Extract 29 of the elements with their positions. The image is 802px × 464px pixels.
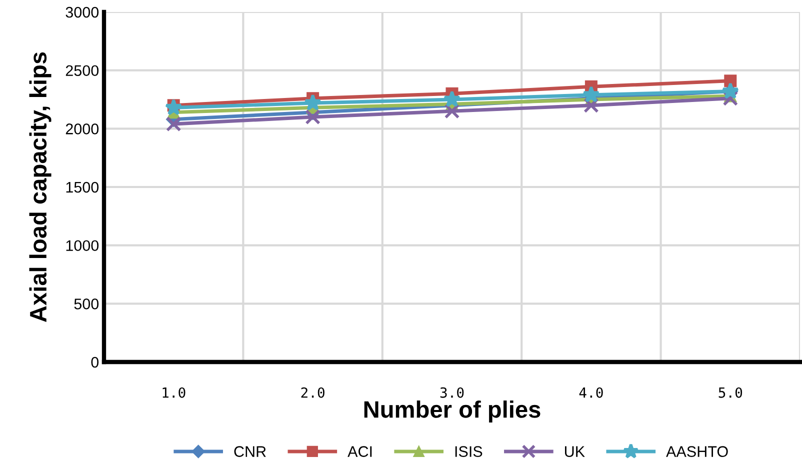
point xyxy=(164,98,182,116)
point xyxy=(305,109,320,125)
x-tick-label: 3.0 xyxy=(440,387,464,398)
y-tick-label: 0 xyxy=(91,356,99,368)
point xyxy=(304,94,322,111)
point xyxy=(166,116,182,132)
legend-label: AASHTO xyxy=(666,446,728,457)
x-tick-label: 4.0 xyxy=(579,387,603,398)
legend-label: ISIS xyxy=(455,446,482,457)
x-tick-label: 2.0 xyxy=(301,387,324,398)
y-tick-label: 3000 xyxy=(66,6,99,18)
y-tick-label: 2000 xyxy=(66,124,99,134)
point xyxy=(582,86,600,102)
x-tick-label: 5.0 xyxy=(718,387,742,398)
point xyxy=(443,90,461,108)
point xyxy=(584,98,599,113)
y-tick-label: 2500 xyxy=(66,65,99,76)
point xyxy=(444,104,460,119)
legend-label: CNR xyxy=(234,446,266,457)
y-axis-title: Axial load capacity, kips xyxy=(29,52,52,322)
point xyxy=(722,90,738,106)
x-axis-title: Number of plies xyxy=(364,400,540,423)
legend-label: UK xyxy=(565,446,585,457)
legend-label: ACI xyxy=(348,446,372,457)
y-tick-label: 1500 xyxy=(66,182,99,193)
x-tick-label: 1.0 xyxy=(162,387,186,398)
y-tick-label: 500 xyxy=(74,298,99,310)
point xyxy=(724,74,737,88)
y-tick-label: 1000 xyxy=(66,240,99,252)
